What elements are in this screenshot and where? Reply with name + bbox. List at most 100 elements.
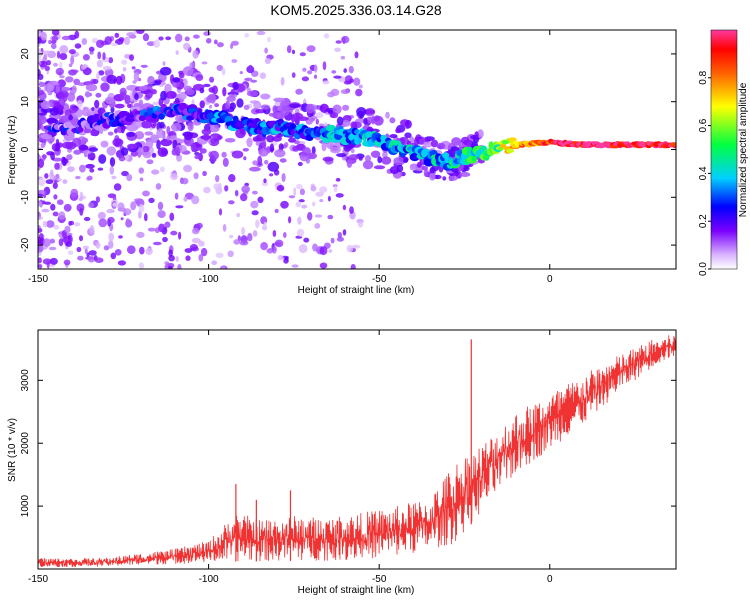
noise-blob [110,106,115,113]
noise-blob [336,236,344,242]
noise-blob [247,233,253,242]
noise-blob [350,121,358,129]
noise-blob [403,157,409,163]
noise-blob [244,182,250,187]
noise-blob [242,148,249,152]
noise-blob [312,201,316,207]
noise-blob [283,232,287,238]
noise-blob [193,34,200,39]
noise-blob [195,222,203,229]
noise-blob [221,266,226,269]
noise-blob [169,135,178,141]
noise-blob [156,128,165,139]
noise-blob [228,234,234,239]
noise-blob [38,142,41,147]
noise-blob [272,105,278,114]
noise-blob [136,30,145,34]
noise-blob [331,112,339,119]
bottom-y-axis-label: SNR (10 * v/v) [7,418,18,482]
noise-blob [138,85,148,92]
noise-blob [157,147,169,158]
snr-panel: -150 -100 -50 0 1000 2000 3000 Height of stra… [7,329,677,596]
noise-blob [224,138,236,143]
x-tick-label: -150 [28,574,48,585]
noise-blob [230,88,236,95]
noise-blob [78,144,89,151]
noise-blob [87,152,96,161]
noise-blob [51,30,60,36]
noise-blob [208,124,220,133]
noise-blob [288,137,296,143]
noise-blob [74,222,81,227]
noise-blob [342,204,347,211]
noise-blob [58,238,64,247]
noise-blob [53,224,60,230]
noise-blob [208,87,215,93]
ridge-blob [669,142,676,147]
noise-blob [68,63,73,68]
noise-blob [162,236,168,243]
noise-blob [296,228,305,237]
noise-blob [350,148,355,154]
noise-blob [298,199,305,203]
noise-blob [277,255,284,261]
noise-blob [59,45,69,54]
noise-blob [79,191,84,199]
noise-blob [288,216,292,224]
noise-blob [307,70,313,75]
noise-blob [227,250,234,258]
noise-blob [222,224,227,232]
noise-blob [240,193,248,202]
noise-blob [348,154,359,161]
noise-blob [62,179,68,184]
noise-blob [174,192,179,200]
noise-blob [436,142,446,150]
noise-blob [389,134,398,139]
noise-blob [310,185,317,192]
noise-blob [89,168,95,173]
noise-blob [358,84,363,89]
noise-blob [107,216,115,224]
noise-blob [127,103,132,109]
noise-blob [58,211,66,220]
noise-blob [156,139,161,150]
noise-blob [189,61,196,69]
noise-blob [312,243,318,252]
noise-blob [59,75,65,79]
noise-blob [158,223,165,233]
ridge-blob [83,128,92,134]
noise-blob [59,87,71,92]
noise-blob [297,161,303,167]
noise-blob [319,246,328,256]
noise-blob [301,76,309,82]
y-tick-label: 10 [20,96,31,108]
noise-blob [340,55,346,60]
noise-blob [88,202,95,209]
noise-blob [257,155,263,166]
noise-blob [127,143,138,149]
y-tick-label: 20 [20,48,31,60]
noise-blob [170,173,178,181]
noise-blob [348,65,354,74]
noise-blob [272,135,282,142]
noise-blob [110,43,118,47]
noise-blob [175,33,183,43]
noise-blob [46,60,51,66]
noise-blob [297,216,302,225]
noise-blob [82,107,89,117]
noise-blob [160,90,167,101]
noise-blob [164,83,172,94]
noise-blob [100,82,110,92]
noise-blob [155,183,162,190]
noise-blob [38,89,45,96]
noise-blob [142,33,150,42]
noise-blob [115,75,123,85]
noise-blob [221,67,226,76]
noise-blob [218,208,223,216]
noise-blob [151,152,157,158]
noise-blob [117,260,126,266]
noise-blob [89,51,94,55]
noise-blob [404,132,412,139]
noise-blob [280,77,285,86]
